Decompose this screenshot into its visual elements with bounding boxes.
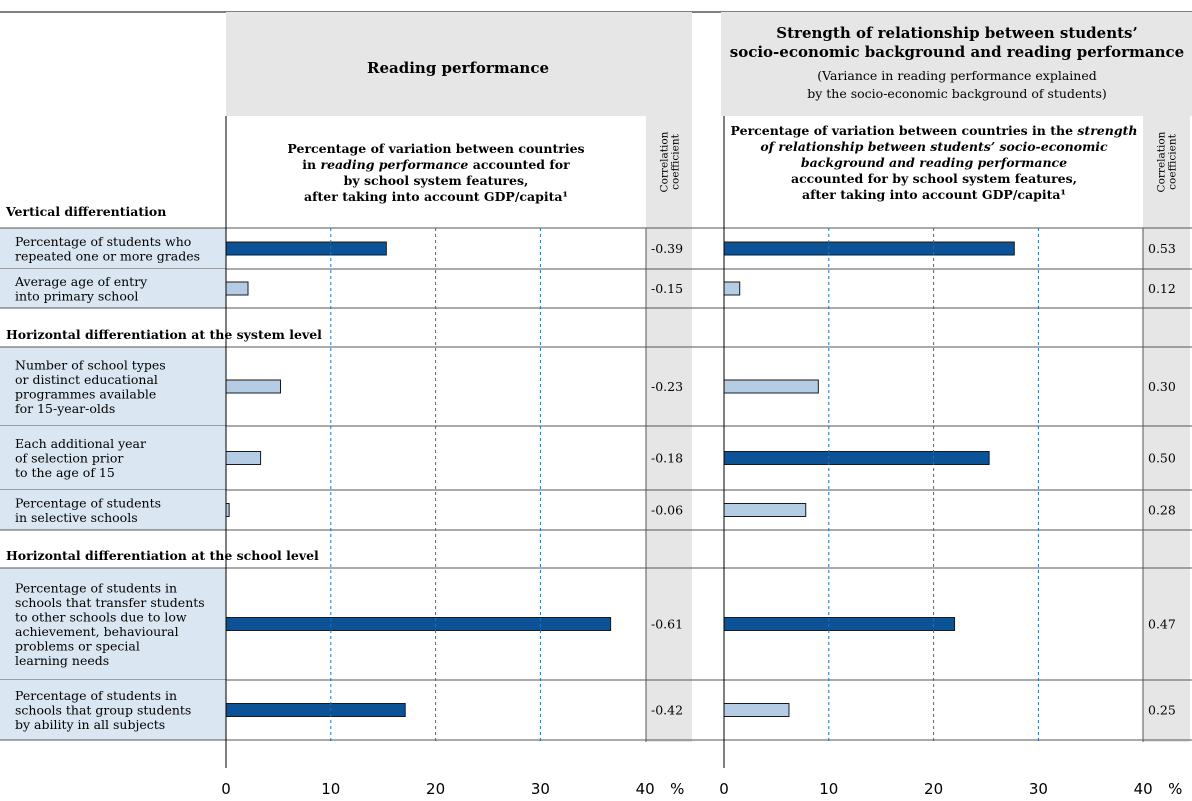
- row-label-cell: [0, 680, 226, 740]
- ses-corr-value: 0.25: [1148, 703, 1176, 718]
- ses-bar: [723, 503, 807, 517]
- row-label: schools that transfer students: [15, 595, 205, 610]
- row-label: Percentage of students in: [15, 580, 177, 595]
- row-label: to the age of 15: [15, 465, 115, 480]
- left-tick-label: 20: [426, 780, 445, 798]
- left-subheader-line: in reading performance accounted for: [302, 157, 570, 172]
- row-label: schools that group students: [15, 703, 191, 718]
- row-label: Number of school types: [15, 357, 166, 372]
- row-label-cell: [0, 426, 226, 490]
- section-heading: Vertical differentiation: [5, 204, 166, 219]
- reading-corr-value: -0.23: [651, 379, 683, 394]
- row-label: Average age of entry: [14, 274, 148, 289]
- left-tick-label: 30: [531, 780, 550, 798]
- row-label-cell: [0, 490, 226, 530]
- row-label: Percentage of students who: [15, 234, 191, 249]
- reading-bar: [225, 241, 387, 256]
- right-header-bg: [721, 12, 1192, 116]
- right-tick-label: 10: [819, 780, 838, 798]
- row-label: of selection prior: [15, 451, 123, 466]
- ses-bar: [723, 703, 790, 717]
- left-subheader-line: after taking into account GDP/capita¹: [304, 189, 568, 204]
- ses-bar: [723, 241, 1015, 256]
- right-subheader-line: of relationship between students’ socio-…: [760, 139, 1108, 154]
- right-panel-title: socio-economic background and reading pe…: [730, 43, 1184, 61]
- row-label: Percentage of students: [15, 495, 161, 510]
- row-label: into primary school: [15, 288, 138, 303]
- ses-corr-value: 0.53: [1148, 241, 1176, 256]
- left-panel-title: Reading performance: [367, 59, 549, 77]
- right-tick-label: 30: [1029, 780, 1048, 798]
- right-tick-label: 0: [719, 780, 729, 798]
- reading-bar: [225, 281, 249, 296]
- right-panel-subtitle: (Variance in reading performance explain…: [817, 68, 1097, 83]
- left-corr-header: coefficient: [670, 133, 682, 189]
- right-subheader-line: accounted for by school system features,: [791, 171, 1077, 186]
- row-label-cell: [0, 347, 226, 426]
- row-label: achievement, behavioural: [15, 624, 179, 639]
- ses-bar: [723, 451, 990, 465]
- ses-bar: [723, 281, 741, 296]
- reading-bar: [225, 617, 612, 631]
- reading-corr-value: -0.61: [651, 617, 683, 632]
- reading-bar: [225, 703, 406, 717]
- right-panel-title: Strength of relationship between student…: [776, 24, 1137, 42]
- ses-bar: [723, 379, 819, 394]
- row-label-cell: [0, 228, 226, 269]
- section-heading: Horizontal differentiation at the school…: [6, 548, 319, 563]
- ses-corr-value: 0.28: [1148, 503, 1176, 518]
- reading-corr-value: -0.15: [651, 281, 683, 296]
- left-subheader-line: Percentage of variation between countrie…: [287, 141, 584, 156]
- row-label-cell: [0, 269, 226, 308]
- row-label: problems or special: [15, 638, 140, 653]
- row-label: learning needs: [15, 653, 109, 668]
- reading-bar: [225, 451, 262, 465]
- right-tick-label: 40: [1134, 780, 1153, 798]
- row-label: Percentage of students in: [15, 688, 177, 703]
- ses-corr-value: 0.30: [1148, 379, 1176, 394]
- left-unit-label: %: [670, 780, 684, 798]
- right-tick-label: 20: [924, 780, 943, 798]
- right-corr-column: [1143, 116, 1190, 742]
- right-corr-header: coefficient: [1167, 133, 1179, 189]
- ses-corr-value: 0.47: [1148, 617, 1176, 632]
- row-label: by ability in all subjects: [15, 717, 165, 732]
- left-corr-column: [646, 116, 692, 742]
- left-subheader-line: by school system features,: [344, 173, 529, 188]
- left-tick-label: 40: [636, 780, 655, 798]
- row-label: repeated one or more grades: [15, 248, 200, 263]
- reading-corr-value: -0.06: [651, 503, 683, 518]
- row-label-cell: [0, 568, 226, 680]
- row-label: Each additional year: [15, 436, 146, 451]
- right-unit-label: %: [1168, 780, 1182, 798]
- right-subheader-line: background and reading performance: [801, 155, 1067, 170]
- ses-corr-value: 0.12: [1148, 281, 1176, 296]
- left-header-bg: [226, 12, 692, 116]
- row-label: or distinct educational: [15, 372, 158, 387]
- row-label: programmes available: [15, 386, 156, 401]
- reading-corr-value: -0.18: [651, 451, 683, 466]
- left-corr-header: Correlation: [659, 131, 671, 192]
- reading-bar: [225, 379, 281, 394]
- ses-bar: [723, 617, 956, 631]
- row-label: to other schools due to low: [15, 609, 187, 624]
- row-label: for 15-year-olds: [15, 401, 115, 416]
- right-subheader-line: after taking into account GDP/capita¹: [802, 187, 1066, 202]
- right-corr-header: Correlation: [1156, 131, 1168, 192]
- left-tick-label: 10: [321, 780, 340, 798]
- ses-corr-value: 0.50: [1148, 451, 1176, 466]
- right-subheader-line: Percentage of variation between countrie…: [731, 123, 1138, 138]
- right-panel-subtitle: by the socio-economic background of stud…: [807, 86, 1106, 101]
- row-label: in selective schools: [15, 510, 138, 525]
- section-heading: Horizontal differentiation at the system…: [6, 327, 322, 342]
- reading-corr-value: -0.42: [651, 703, 683, 718]
- reading-corr-value: -0.39: [651, 241, 683, 256]
- left-tick-label: 0: [221, 780, 231, 798]
